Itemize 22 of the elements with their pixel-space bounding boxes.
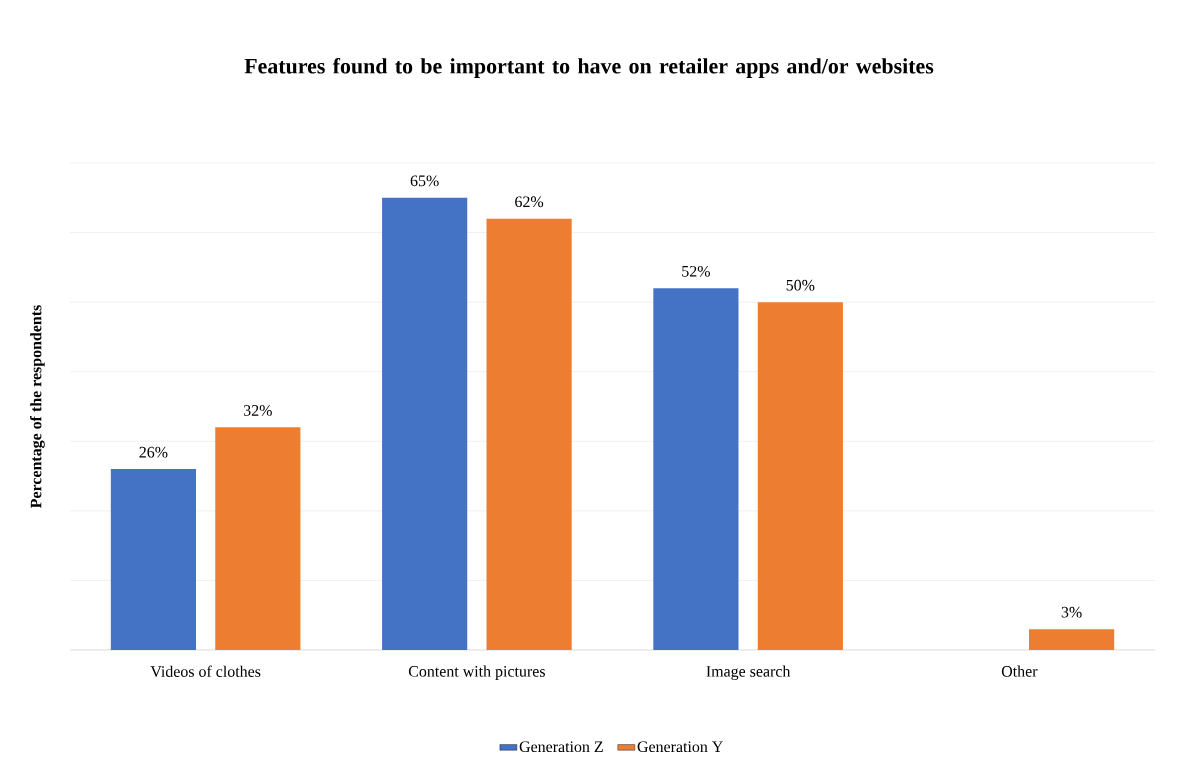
bar <box>757 302 843 650</box>
bar <box>382 197 468 650</box>
data-label: 50% <box>786 279 815 291</box>
bar <box>215 427 301 650</box>
y-axis-title: Percentage of the respondents <box>30 305 45 508</box>
chart-title: Features found to be important to have on retailer apps and/or websites <box>244 57 934 79</box>
bar <box>110 469 196 650</box>
bar <box>653 288 739 650</box>
legend-label: Generation Z <box>519 741 603 753</box>
data-label: 52% <box>682 265 710 277</box>
x-tick-label: Image search <box>706 665 791 681</box>
data-label: 62% <box>515 196 544 208</box>
data-label: 65% <box>410 175 439 187</box>
x-tick-label: Content with pictures <box>408 665 545 680</box>
data-label: 3% <box>1061 606 1082 618</box>
x-tick-label: Other <box>1001 665 1038 677</box>
data-label: 26% <box>139 446 168 458</box>
bar <box>1029 629 1115 650</box>
x-tick-label: Videos of clothes <box>150 665 261 677</box>
bar <box>486 218 572 650</box>
data-label: 32% <box>244 405 272 416</box>
legend-label: Generation Y <box>637 741 723 753</box>
